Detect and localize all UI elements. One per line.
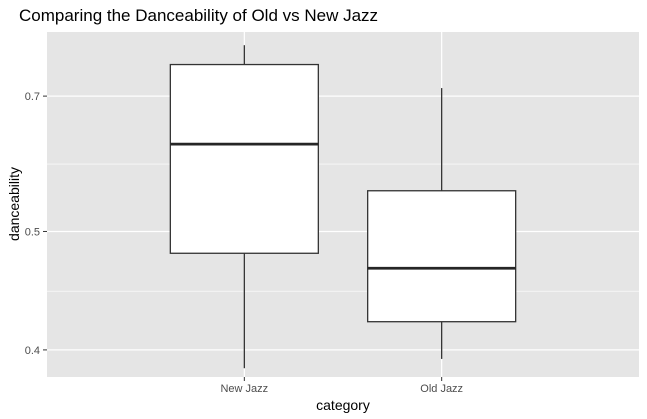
boxes (169, 45, 517, 369)
x-tick-label: New Jazz (220, 383, 268, 395)
y-tick-label: 0.4 (25, 345, 40, 357)
minor-gridlines (47, 163, 639, 292)
y-tick-label: 0.7 (25, 91, 40, 103)
x-tick-label: Old Jazz (420, 383, 463, 395)
x-axis-ticks: New Jazz Old Jazz (220, 377, 463, 395)
y-axis-ticks: 0.4 0.5 0.7 (25, 91, 47, 357)
plot-panel (47, 32, 639, 377)
x-axis-title: category (316, 397, 370, 413)
chart-title: Comparing the Danceability of Old vs New… (19, 6, 378, 25)
y-tick-label: 0.5 (25, 226, 40, 238)
box-new-jazz (169, 45, 319, 369)
box-iqr (169, 63, 319, 254)
y-axis-title: danceability (6, 167, 22, 241)
box-old-jazz (367, 88, 517, 359)
box-iqr (367, 190, 517, 323)
